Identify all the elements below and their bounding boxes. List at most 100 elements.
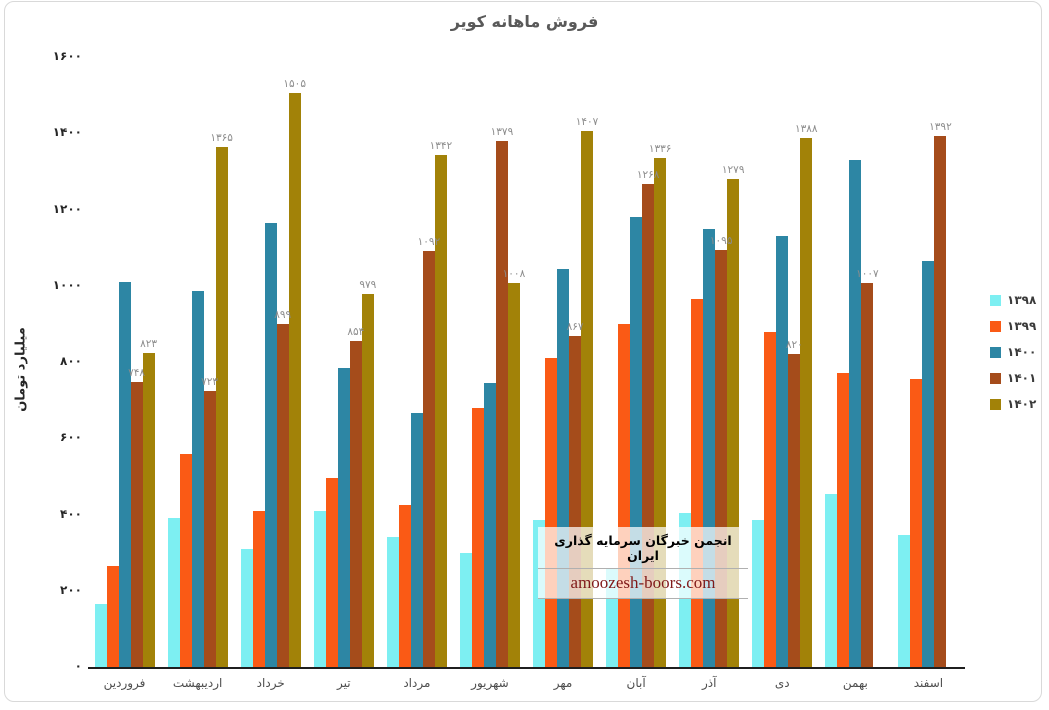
bar-1401 <box>130 381 143 667</box>
bar-value-label: ۱۲۶۸ <box>636 168 660 181</box>
x-category-label: مرداد <box>403 676 431 690</box>
bar-1401 <box>788 354 801 667</box>
legend-item: ۱۴۰۲ <box>990 391 1036 417</box>
bar-1399 <box>106 565 119 667</box>
y-tick-label: ۱۶۰۰ <box>52 49 82 63</box>
bar-1401 <box>422 250 435 667</box>
y-tick-label: ۱۲۰۰ <box>52 201 82 216</box>
legend-swatch-icon <box>990 372 1001 384</box>
x-category-label: فروردین <box>103 676 146 690</box>
y-tick-label: ۸۰۰ <box>60 354 82 368</box>
bar-1398 <box>94 604 107 667</box>
chart-title: فروش ماهانه کویر <box>450 12 599 31</box>
bar-value-label: ۱۳۹۲ <box>929 121 952 134</box>
bar-value-label: ۹۷۹ <box>359 278 377 291</box>
y-tick-label: ۱۰۰۰ <box>52 277 82 292</box>
bar-value-label: ۱۲۷۹ <box>721 164 745 177</box>
x-category-label: اسفند <box>913 676 944 690</box>
bar-value-label: ۸۲۰ <box>785 339 803 352</box>
x-category-label: اردیبهشت <box>172 676 223 690</box>
bar-group: ۱۳۷۹ ۱۰۰۸ <box>453 57 526 667</box>
bar-value-label: ۱۳۳۶ <box>648 142 672 155</box>
bar-1399 <box>252 510 265 667</box>
bar-group: ۱۰۹۲ ۱۳۴۲ <box>380 57 453 667</box>
legend-item: ۱۳۹۹ <box>990 313 1036 339</box>
bar-value-label: ۱۰۰۸ <box>502 267 526 280</box>
bar-group: ۷۲۳ ۱۳۶۵ <box>161 57 234 667</box>
bar-value-label: ۷۴۸ <box>128 366 145 379</box>
x-category-label: آبان <box>626 676 646 690</box>
bar-value-label: ۱۳۴۲ <box>429 140 453 153</box>
bar-1402 <box>142 353 155 667</box>
bar-1399 <box>910 379 923 667</box>
legend-label: ۱۴۰۱ <box>1007 371 1037 385</box>
bar-1399 <box>837 373 850 667</box>
bar-value-label: ۸۵۴ <box>347 326 365 339</box>
bar-1400 <box>483 382 496 667</box>
legend-item: ۱۴۰۰ <box>990 339 1036 365</box>
legend-item: ۱۳۹۸ <box>990 287 1036 313</box>
bar-1401 <box>569 336 582 667</box>
bar-1402 <box>800 137 813 667</box>
bar-1402 <box>215 146 228 667</box>
bar-1398 <box>167 518 180 667</box>
y-tick-label: ۴۰۰ <box>60 506 82 521</box>
bar-1400 <box>191 291 204 667</box>
bar-1398 <box>386 537 399 667</box>
x-category-label: مهر <box>553 676 573 690</box>
y-tick-label: ۱۴۰۰ <box>52 125 82 140</box>
watermark-text: انجمن خبرگان سرمایه گذاری ایران <box>554 533 732 563</box>
bar-1398 <box>459 552 472 667</box>
y-tick-label: ۶۰۰ <box>60 430 82 445</box>
bar-value-label: ۸۲۳ <box>140 338 157 351</box>
bar-1400 <box>776 236 789 667</box>
bar-1400 <box>337 367 350 667</box>
bar-1401 <box>495 141 508 667</box>
bar-value-label: ۱۰۹۵ <box>709 234 733 247</box>
bar-1402 <box>507 282 520 667</box>
bar-1400 <box>922 260 935 667</box>
bar-1400 <box>703 228 716 667</box>
bar-1400 <box>410 413 423 667</box>
bar-value-label: ۸۶۷ <box>566 321 584 334</box>
bar-1401 <box>861 283 874 667</box>
bar-group: ۸۲۰ ۱۳۸۸ <box>746 57 819 667</box>
bar-value-label: ۱۳۸۸ <box>795 122 818 135</box>
legend-swatch-icon <box>990 398 1001 410</box>
bar-value-label: ۱۳۷۹ <box>490 126 514 139</box>
bar-1401 <box>934 136 947 667</box>
bar-group: ۷۴۸ ۸۲۳ <box>88 57 161 667</box>
legend-item: ۱۴۰۱ <box>990 365 1036 391</box>
x-category-label: آذر <box>701 676 717 690</box>
watermark: انجمن خبرگان سرمایه گذاری ایران amoozesh… <box>538 527 748 599</box>
bar-group: ۸۵۴ ۹۷۹ <box>307 57 380 667</box>
bar-value-label: ۸۹۹ <box>274 309 292 322</box>
bar-value-label: ۱۰۰۷ <box>856 268 879 281</box>
y-tick-label: ۲۰۰ <box>60 582 82 597</box>
bar-1398 <box>240 548 253 667</box>
bar-1402 <box>361 293 374 667</box>
x-category-label: دی <box>774 676 790 690</box>
x-category-label: بهمن <box>842 676 868 690</box>
legend: ۱۳۹۸ ۱۳۹۹ ۱۴۰۰ ۱۴۰۱ ۱۴۰۲ <box>990 287 1036 417</box>
bar-1399 <box>764 331 777 667</box>
y-axis-title: میلیارد تومان <box>13 327 29 412</box>
bar-1399 <box>618 323 631 667</box>
bar-1400 <box>630 217 643 667</box>
y-tick-label: ۰ <box>74 659 82 673</box>
x-category-label: شهریور <box>471 676 509 690</box>
bar-1398 <box>752 520 765 667</box>
bar-value-label: ۱۵۰۵ <box>283 78 306 91</box>
bar-group: ۱۳۹۲ <box>892 57 965 667</box>
x-category-label: تیر <box>336 676 351 690</box>
x-category-label: خرداد <box>256 676 285 690</box>
bar-value-label: ۱۴۰۷ <box>575 115 599 128</box>
bar-value-label: ۱۳۶۵ <box>210 131 233 144</box>
bar-1399 <box>471 407 484 667</box>
bar-1399 <box>179 453 192 667</box>
bar-1399 <box>691 299 704 667</box>
bar-value-label: ۱۰۹۲ <box>417 235 441 248</box>
legend-label: ۱۳۹۸ <box>1007 293 1037 307</box>
bar-1400 <box>264 222 277 667</box>
bar-1402 <box>434 155 447 667</box>
